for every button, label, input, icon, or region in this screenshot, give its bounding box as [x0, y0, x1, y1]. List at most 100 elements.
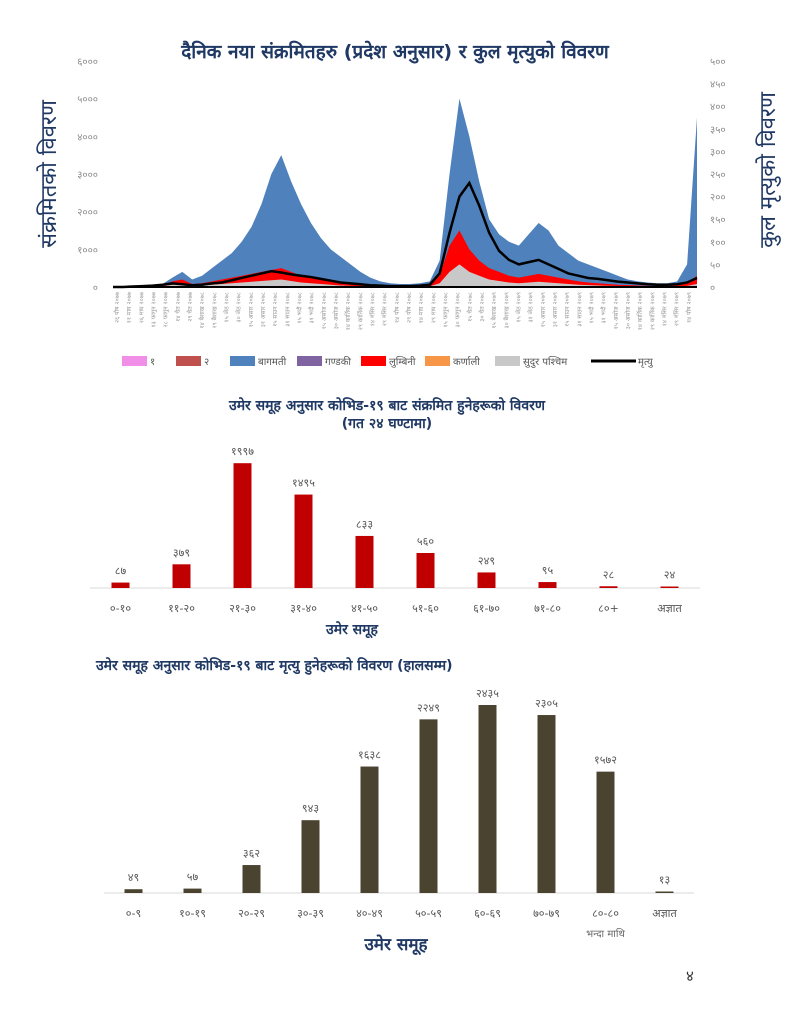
bar [477, 572, 496, 588]
x-tick-label: १४ बैशाख २०७८ [198, 292, 206, 329]
bar-value-label: १६३८ [358, 749, 381, 762]
bar [416, 553, 435, 588]
legend-swatch [361, 356, 386, 366]
bar [294, 494, 313, 588]
y-tick-label: ६००० [77, 57, 98, 68]
y2-tick-label: ० [710, 283, 715, 294]
bar [660, 586, 679, 588]
x-tick-label: २९ मंसिर २०७९ [673, 292, 681, 326]
x-tick-label: ११ माघ २०७७ [126, 292, 133, 323]
x-tick-label: ३१-४० [290, 602, 317, 615]
y2-tick-label: ५०० [710, 57, 726, 68]
sudur-paschim-area [113, 264, 697, 287]
x-tick-label: ११-२० [168, 602, 195, 615]
y2-tick-label: ४०० [710, 102, 726, 113]
x-tick-label: ३० चैत २०७८ [478, 292, 486, 322]
y2-tick-label: २०० [710, 193, 726, 204]
legend-label: सुदुर पश्चिम [523, 356, 568, 368]
y2-tick-label: ५० [710, 260, 720, 271]
chart-title: उमेर समूह अनुसार कोभिड-१९ बाट मृत्यु हुन… [95, 657, 453, 675]
x-tick-label: २६ माघ २०७७ [138, 292, 145, 323]
x-tick-label: ३१ साउन २०७८ [284, 292, 291, 327]
x-tick-label: २०-२९ [238, 907, 265, 920]
bar [172, 564, 191, 588]
legend-label: कर्णाली [453, 356, 480, 368]
legend-label: २ [204, 357, 209, 368]
x-tick-label: ५१-६० [412, 602, 439, 615]
x-tick-label: ०-१० [110, 602, 131, 615]
legend-swatch [495, 356, 520, 366]
legend-label: बागमती [258, 356, 287, 368]
x-tick-label: १४ पौष २०७८ [393, 292, 401, 323]
x-tick-label: १४ कार्तिक २०७९ [636, 292, 644, 330]
x-tick-label: ४१-५० [351, 602, 378, 615]
x-tick-label: १४ चैत २०७७ [174, 292, 182, 322]
x-tick-label: ३१ भदौ २०७९ [600, 292, 608, 324]
bar [124, 889, 143, 893]
y2-tick-label: ३५० [710, 125, 726, 136]
x-tick-label: ७०-७९ [533, 907, 560, 920]
x-tick-label: ३१ भदौ २०७८ [308, 292, 316, 324]
x-axis-title: उमेर समूह [325, 621, 378, 639]
x-tick-label: १५ असोज २०७८ [320, 292, 328, 329]
bar [183, 888, 202, 893]
x-tick-label: २९ पौष २०७८ [405, 292, 413, 323]
bar-value-label: ३६२ [243, 847, 260, 860]
x-tick-label: ३१ जेठ २०७९ [527, 292, 535, 322]
y-tick-label: २००० [77, 208, 98, 219]
x-tick-label: ३० बैशाख २०७९ [502, 292, 510, 329]
x-tick-label: ६१-७० [473, 602, 500, 615]
x-tick-label: ३०-३९ [297, 907, 324, 920]
x-tick-label: १४ पौष २०७९ [685, 292, 693, 323]
bar-value-label: १४९५ [292, 477, 315, 490]
chart-title: उमेर समूह अनुसार कोभिड-१९ बाट संक्रमित ह… [228, 397, 546, 415]
bar [355, 535, 374, 588]
bar [655, 891, 674, 893]
chart-subtitle: (गत २४ घण्टामा) [342, 416, 432, 432]
x-tick-label: ५०-५९ [415, 907, 442, 920]
bar [419, 719, 438, 893]
bar-value-label: ५७ [187, 871, 199, 884]
x-tick-label: २९ चैत २०७७ [186, 292, 194, 322]
x-tick-label: ३० असोज २०७८ [332, 292, 340, 329]
bar [599, 586, 618, 588]
x-tick-label: १४ कार्तिक २०७८ [344, 292, 352, 330]
bar-value-label: ४९ [128, 871, 139, 884]
y-tick-label: ० [93, 283, 98, 294]
x-tick-label: १४ मंसिर २०७९ [661, 292, 669, 326]
bar [360, 766, 379, 893]
bar-value-label: २८ [603, 568, 615, 581]
x-tick-label: १४ माघ २०७८ [418, 292, 425, 323]
x-tick-label: २६ पौष २०७७ [113, 292, 121, 323]
bar-value-label: १९९७ [231, 445, 254, 458]
y2-tick-label: १०० [710, 238, 726, 249]
bar-value-label: २२४९ [417, 701, 440, 714]
x-tick-label: १५ भदौ २०७८ [296, 292, 304, 324]
bar [596, 771, 615, 893]
x-axis-title: उमेर समूह [363, 934, 428, 956]
legend-swatch [122, 356, 147, 366]
y2-tick-label: १५० [710, 215, 726, 226]
x-tick-label: ३१ असार २०७९ [552, 292, 559, 327]
x-tick-label: १३ फागुन २०७७ [151, 292, 158, 327]
x-tick-label: १५ असोज २०७९ [612, 292, 620, 329]
bar-value-label: ५६० [417, 535, 434, 548]
x-tick-label: ८०-८० [592, 907, 619, 920]
bagmati-area [113, 98, 697, 288]
bar [233, 463, 252, 588]
y2-tick-label: ३०० [710, 147, 726, 158]
x-tick-label: १५ असार २०७८ [248, 292, 255, 327]
bar [111, 582, 130, 588]
x-tick-label: २१-३० [229, 602, 256, 615]
x-tick-label: २९ माघ २०७८ [430, 292, 437, 323]
bar [537, 715, 556, 893]
y-axis-title: संक्रमितको विवरण [36, 99, 62, 248]
y-tick-label: ४००० [77, 132, 98, 143]
y-tick-label: १००० [77, 245, 98, 256]
bar [478, 705, 497, 893]
x-tick-label: २९ मंसिर २०७८ [381, 292, 389, 326]
bar [301, 820, 320, 893]
